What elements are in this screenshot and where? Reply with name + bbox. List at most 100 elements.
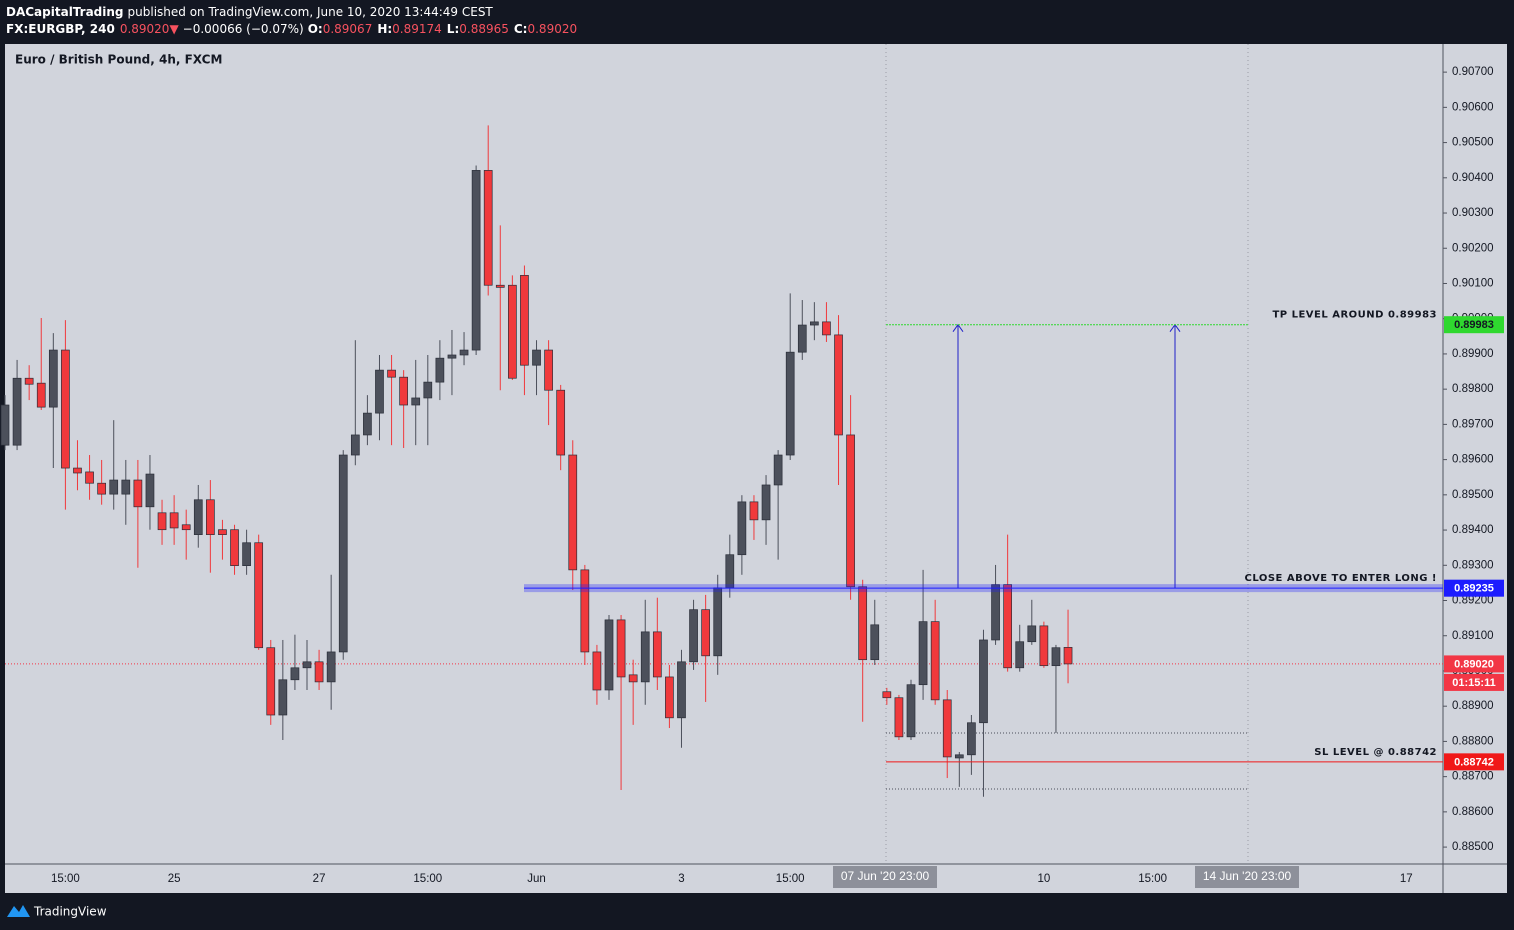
candle-body xyxy=(97,482,106,495)
x-tick-label: 10 xyxy=(1037,873,1050,885)
x-tick-label: Jun xyxy=(527,873,546,885)
candle-body xyxy=(12,377,22,446)
candle-body xyxy=(121,479,131,495)
y-tick-label: 0.88700 xyxy=(1452,771,1494,783)
footer-logo xyxy=(7,905,30,917)
candle-body xyxy=(761,484,771,521)
date-marker: 07 Jun '20 23:00 xyxy=(841,869,930,883)
plot-area xyxy=(5,44,1507,893)
candle-body xyxy=(350,434,360,456)
candle-body xyxy=(459,349,469,356)
candle-body xyxy=(157,512,167,531)
level-text: CLOSE ABOVE TO ENTER LONG ! xyxy=(1245,573,1438,584)
candle-body xyxy=(532,349,541,366)
candle-body xyxy=(1003,584,1012,669)
y-tick-label: 0.90100 xyxy=(1452,278,1494,290)
candle-body xyxy=(580,569,590,653)
candle-body xyxy=(181,524,191,531)
candle-body xyxy=(338,454,348,653)
candle-body xyxy=(652,631,662,678)
price-tag-label: 0.89235 xyxy=(1454,583,1494,595)
candle-body xyxy=(797,324,807,353)
candle-body xyxy=(1015,641,1025,669)
ohlc-key: H: xyxy=(377,22,392,36)
candle-body xyxy=(471,170,481,351)
candle-body xyxy=(278,679,288,716)
ohlc-value: 0.89067 xyxy=(323,22,373,36)
y-tick-label: 0.88800 xyxy=(1452,735,1494,747)
candle-body xyxy=(749,501,759,521)
candle-body xyxy=(858,586,868,661)
candle-body xyxy=(991,584,1000,641)
y-tick-label: 0.90700 xyxy=(1452,66,1494,78)
x-tick-label: 3 xyxy=(678,873,684,885)
candle-body xyxy=(508,284,517,379)
ohlc-value: 0.89174 xyxy=(392,22,442,36)
candle-body xyxy=(556,389,566,456)
candle-body xyxy=(689,609,698,663)
candle-body xyxy=(218,529,227,535)
last-price-label: 0.89020 xyxy=(1454,658,1494,670)
candle-body xyxy=(979,639,988,724)
y-tick-label: 0.89200 xyxy=(1452,595,1494,607)
candle-body xyxy=(1063,647,1073,665)
x-tick-label: 15:00 xyxy=(1138,873,1167,885)
y-tick-label: 0.90300 xyxy=(1452,207,1494,219)
candle-body xyxy=(242,542,251,566)
candle-body xyxy=(942,699,952,758)
y-tick-label: 0.90400 xyxy=(1452,172,1494,184)
candle-body xyxy=(206,499,215,535)
price-tag xyxy=(1444,753,1504,771)
candle-body xyxy=(628,674,638,683)
candle-body xyxy=(483,170,493,286)
y-tick-label: 0.89100 xyxy=(1452,630,1494,642)
candle-body xyxy=(290,667,300,681)
y-tick-label: 0.89900 xyxy=(1452,348,1494,360)
candle-body xyxy=(48,349,58,408)
candle-body xyxy=(423,381,433,399)
ohlc-key: C: xyxy=(514,22,528,36)
x-tick-label: 25 xyxy=(168,873,181,885)
candle-body xyxy=(495,284,505,288)
candle-body xyxy=(906,684,916,738)
candle-body xyxy=(846,434,855,588)
y-tick-label: 0.88600 xyxy=(1452,806,1494,818)
y-tick-label: 0.90500 xyxy=(1452,137,1494,149)
price-tag xyxy=(1444,655,1504,673)
candle-body xyxy=(604,619,614,691)
candle-body xyxy=(363,412,372,436)
candle-body xyxy=(435,357,445,383)
candle-body xyxy=(399,376,408,406)
candle-body xyxy=(810,321,819,326)
candle-body xyxy=(725,554,735,589)
candle-body xyxy=(544,349,553,391)
candle-body xyxy=(266,647,276,716)
x-tick-label: 15:00 xyxy=(776,873,805,885)
candle-body xyxy=(73,467,82,474)
ohlc-key: O: xyxy=(308,22,323,36)
candle-body xyxy=(133,479,143,508)
candle-body xyxy=(640,631,650,683)
y-tick-label: 0.88500 xyxy=(1452,841,1494,853)
candle-body xyxy=(882,691,892,699)
x-tick-label: 17 xyxy=(1400,873,1413,885)
candle-body xyxy=(822,321,831,336)
date-marker-box xyxy=(1195,866,1299,888)
y-tick-label: 0.89800 xyxy=(1452,383,1494,395)
header-line-2: FX:EURGBP, 240 0.89020▼ −0.00066 (−0.07%) O… xyxy=(6,22,577,36)
candle-body xyxy=(773,454,783,486)
candle-body xyxy=(254,542,264,649)
candle-body xyxy=(109,479,119,495)
candle-body xyxy=(568,454,578,571)
change: −0.00066 (−0.07%) xyxy=(183,22,304,36)
candle-body xyxy=(314,661,324,683)
candle-body xyxy=(930,621,940,701)
candle-body xyxy=(677,661,686,719)
candle-body xyxy=(834,334,843,436)
y-tick-label: 0.89500 xyxy=(1452,489,1494,501)
candle-body xyxy=(375,369,384,414)
y-tick-label: 0.89700 xyxy=(1452,418,1494,430)
y-tick-label: 0.90200 xyxy=(1452,242,1494,254)
candle-body xyxy=(193,499,203,535)
